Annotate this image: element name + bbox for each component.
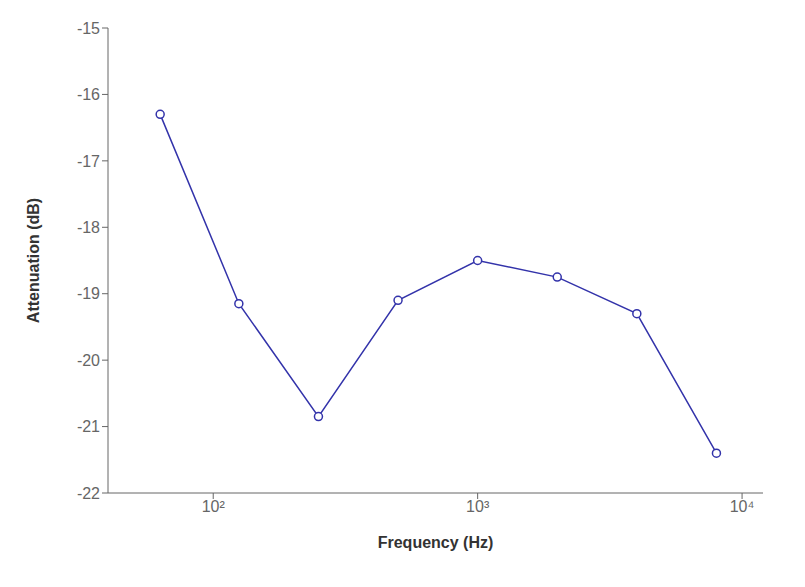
- svg-text:-17: -17: [77, 153, 100, 170]
- svg-text:-15: -15: [77, 20, 100, 37]
- svg-text:10²: 10²: [202, 498, 226, 515]
- svg-text:-19: -19: [77, 285, 100, 302]
- svg-text:-18: -18: [77, 219, 100, 236]
- svg-text:-20: -20: [77, 352, 100, 369]
- svg-text:10³: 10³: [466, 498, 490, 515]
- svg-text:-22: -22: [77, 485, 100, 502]
- svg-text:-21: -21: [77, 418, 100, 435]
- svg-text:-16: -16: [77, 86, 100, 103]
- svg-text:10⁴: 10⁴: [730, 498, 755, 515]
- svg-text:Frequency (Hz): Frequency (Hz): [378, 534, 494, 551]
- svg-text:Attenuation (dB): Attenuation (dB): [25, 198, 42, 323]
